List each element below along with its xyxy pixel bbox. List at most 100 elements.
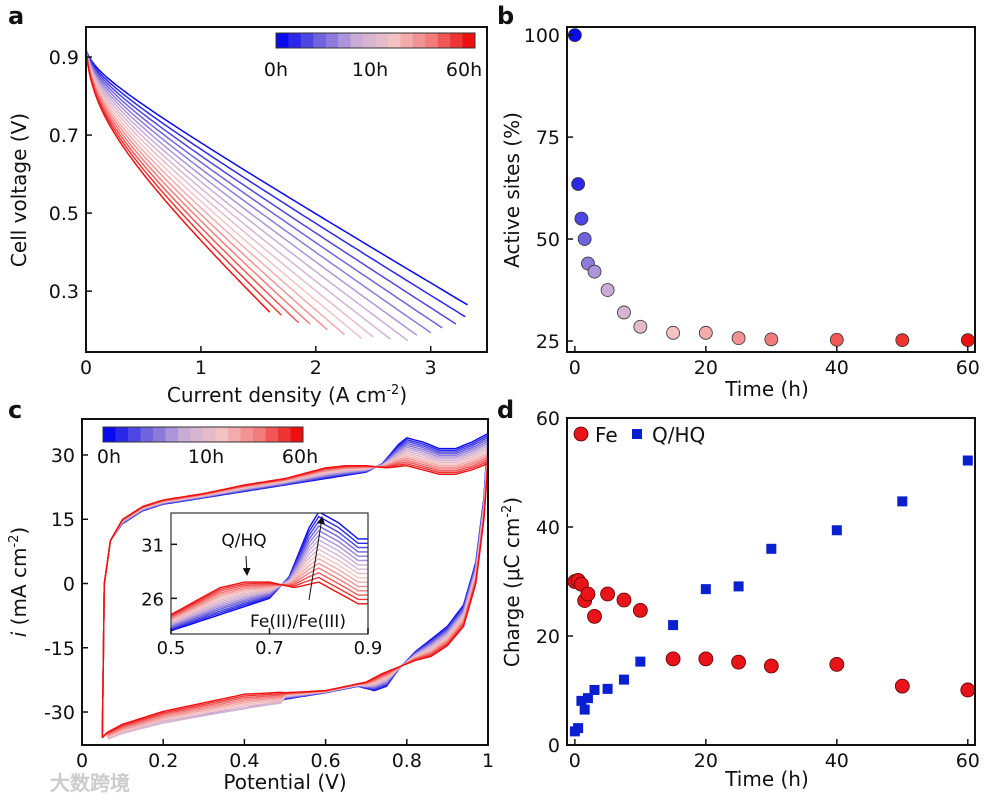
polarization-curve-40h [85, 49, 300, 324]
panel-a-colorbar-segment [437, 33, 451, 48]
inset-cv-curve-0h [171, 513, 368, 632]
active-sites-point [600, 283, 615, 297]
panel-c-xlabel: Potential (V) [223, 770, 346, 794]
panel-c-colorbar-label-10h: 10h [188, 446, 224, 468]
panel-b-ytick-label: 25 [536, 331, 560, 353]
panel-c-colorbar-segment [265, 427, 279, 442]
fe-point [587, 608, 602, 624]
qhq-point [602, 683, 613, 694]
active-sites-point [960, 333, 975, 348]
active-sites-point [666, 325, 680, 340]
panel-a-colorbar-segment [387, 33, 401, 48]
inset-cv-curve-30h [171, 567, 368, 619]
fe-point [763, 658, 779, 674]
inset-cv-curve-7.5h [171, 543, 368, 624]
panel-c-ytick-label: 0 [63, 573, 75, 595]
legend-fe-marker [573, 426, 589, 442]
polarization-curve-0h [85, 48, 468, 306]
inset-cv-curve-25h [171, 562, 368, 620]
qhq-point [579, 704, 590, 715]
panel-a-colorbar-segment [338, 33, 352, 48]
fe-point [580, 586, 596, 602]
qhq-point [618, 674, 629, 685]
qhq-point [573, 723, 584, 734]
inset-cv-curve-15h [171, 553, 368, 622]
panel-a-xtick-label: 2 [310, 357, 322, 379]
inset-cv-curve-0.5h [171, 515, 368, 631]
panel-a-colorbar-segment [400, 33, 414, 48]
fe-point [616, 592, 632, 608]
panel-c-xtick-label: 1 [482, 750, 494, 772]
polarization-curve-25h [85, 49, 328, 331]
panel-a-colorbar-segment [425, 33, 439, 48]
active-sites-point [731, 331, 746, 346]
qhq-point [962, 455, 973, 466]
qhq-point [668, 620, 679, 631]
legend-qhq-label: Q/HQ [652, 423, 705, 447]
inset-cv-curve-20h [171, 557, 368, 621]
panel-d-ylabel: Charge (μC cm-2) [500, 497, 524, 667]
panel-c-colorbar-segment [178, 427, 191, 442]
qhq-point [576, 695, 587, 706]
panel-c-xtick-label: 0.8 [392, 750, 422, 772]
panel-a-colorbar-segment [375, 33, 389, 48]
polarization-curve-1.5h [85, 49, 443, 329]
inset-xtick-label: 0.7 [255, 638, 284, 659]
panel-d-xlabel: Time (h) [724, 767, 809, 791]
panel-b-xtick-label: 60 [956, 357, 980, 379]
active-sites-point [571, 177, 586, 191]
inset-xtick-label: 0.5 [157, 638, 186, 659]
fe-point [600, 586, 616, 602]
inset-ytick-label: 26 [141, 589, 164, 610]
panel-d-frame [566, 417, 976, 746]
panel-label-a: a [8, 2, 24, 30]
panel-c-colorbar-segment [115, 427, 129, 442]
polarization-curve-10h [85, 49, 374, 338]
panel-a-ylabel: Cell voltage (V) [7, 113, 31, 267]
fe-point [829, 656, 845, 672]
qhq-point [589, 684, 600, 695]
panel-a-ytick-label: 0.7 [49, 125, 79, 147]
legend-fe-label: Fe [595, 423, 618, 447]
polarization-curve-7.5h [85, 49, 391, 340]
panel-c-colorbar-segment [290, 427, 304, 442]
fe-point [665, 651, 681, 667]
panel-b-xtick-label: 40 [825, 357, 849, 379]
polarization-curve-15h [85, 49, 363, 340]
panel-a-axes [85, 48, 468, 342]
active-sites-point [617, 305, 631, 320]
panel-c-colorbar-segment [103, 427, 116, 442]
panel-d-ytick-label: 20 [536, 626, 560, 648]
panel-c-ylabel: i (mA cm-2) [7, 527, 31, 638]
inset-cv-curve-40h [171, 572, 368, 618]
fe-point [698, 651, 714, 667]
panel-a-colorbar-label-10h: 10h [352, 59, 388, 81]
qhq-point [700, 584, 711, 595]
panel-c-inset-axes [171, 513, 368, 632]
panel-c-frame [81, 418, 489, 746]
panel-b-xlabel: Time (h) [724, 377, 809, 401]
polarization-curve-3h [85, 49, 418, 336]
qhq-point [733, 581, 744, 592]
polarization-curve-20h [85, 49, 345, 336]
panel-d-ytick-label: 0 [548, 735, 560, 757]
inset-cv-curve-2h [171, 529, 368, 628]
polarization-curve-60h [85, 49, 271, 313]
panel-b-ytick-label: 100 [524, 25, 560, 47]
panel-c-xtick-label: 0.4 [229, 750, 259, 772]
panel-a-colorbar-segment [462, 33, 476, 48]
panel-label-d: d [497, 396, 514, 424]
polarization-curve-30h [85, 49, 311, 325]
active-sites-point [698, 325, 713, 340]
panel-d-ytick-label: 40 [536, 517, 560, 539]
inset-cv-curve-10h [171, 548, 368, 623]
panel-a-ytick-label: 0.9 [49, 47, 79, 69]
qhq-point [582, 693, 593, 704]
panel-label-b: b [497, 2, 514, 30]
panel-c-colorbar-segment [228, 427, 241, 442]
panel-d-axes [567, 455, 976, 737]
panel-b-ytick-label: 50 [536, 229, 560, 251]
panel-c-colorbar [102, 426, 304, 443]
polarization-curve-2h [85, 49, 432, 334]
